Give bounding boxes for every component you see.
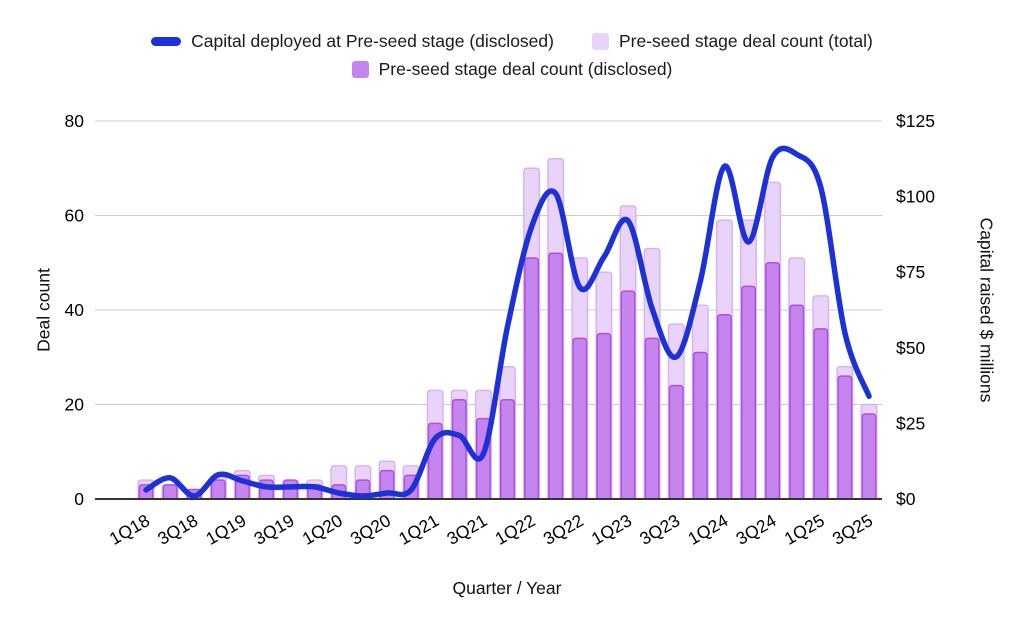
legend-item-deal-count-total: Pre-seed stage deal count (total)	[591, 31, 873, 52]
bar-disclosed-4Q24	[789, 304, 805, 499]
bar-disclosed-3Q24	[765, 262, 781, 499]
x-tick-label-1Q22: 1Q22	[492, 510, 539, 549]
y-tick-label-left: 60	[65, 206, 85, 226]
y-axis-title-right: Capital raised $ millions	[976, 217, 997, 403]
legend-label: Pre-seed stage deal count (disclosed)	[378, 59, 673, 79]
bar-disclosed-2Q23	[644, 337, 660, 499]
y-tick-label-left: 0	[74, 489, 84, 509]
x-tick-label-1Q24: 1Q24	[684, 510, 731, 549]
bar-disclosed-1Q24	[716, 313, 732, 499]
bar-disclosed-4Q21	[500, 399, 515, 499]
x-tick-label-3Q18: 3Q18	[154, 510, 201, 549]
x-tick-label-1Q25: 1Q25	[781, 510, 828, 549]
x-tick-label-3Q20: 3Q20	[347, 510, 394, 549]
y-tick-label-left: 40	[65, 300, 85, 320]
line-swatch-icon	[151, 37, 182, 46]
bar-disclosed-2Q18	[162, 484, 178, 499]
bar-disclosed-4Q22	[596, 332, 612, 499]
bar-disclosed-3Q23	[668, 384, 684, 499]
y-tick-label-right: $75	[896, 262, 925, 282]
deal-count-bars	[137, 158, 878, 499]
x-tick-labels: 1Q18 3Q18 1Q19 3Q19 1Q20 3Q20 1Q21 3Q21 1Q22 3Q22…	[106, 510, 876, 549]
y-tick-label-right: $100	[896, 187, 935, 207]
disclosed-swatch-icon	[351, 61, 369, 78]
x-tick-label-3Q23: 3Q23	[636, 510, 683, 549]
bar-disclosed-3Q25	[861, 413, 877, 499]
total-swatch-icon	[591, 33, 609, 50]
x-axis-title: Quarter / Year	[452, 578, 562, 598]
bar-disclosed-4Q18	[210, 479, 226, 499]
x-tick-label-3Q22: 3Q22	[540, 510, 587, 549]
x-tick-label-3Q25: 3Q25	[829, 510, 876, 549]
bar-disclosed-2Q24	[741, 285, 756, 499]
bar-disclosed-2Q25	[837, 375, 853, 499]
chart-legend: Capital deployed at Pre-seed stage (disc…	[0, 31, 1024, 80]
x-tick-label-3Q24: 3Q24	[733, 510, 780, 549]
bar-disclosed-3Q22	[572, 337, 588, 499]
y-tick-label-right: $25	[896, 413, 925, 433]
legend-label: Capital deployed at Pre-seed stage (disc…	[191, 31, 554, 51]
legend-row-1: Capital deployed at Pre-seed stage (disc…	[151, 31, 873, 52]
bar-disclosed-2Q21	[451, 399, 467, 499]
bar-disclosed-2Q22	[548, 252, 564, 499]
y-tick-label-right: $0	[896, 489, 916, 509]
y-tick-label-left: 20	[65, 395, 85, 415]
gridlines	[95, 120, 882, 405]
bar-disclosed-1Q22	[524, 257, 540, 499]
legend-label: Pre-seed stage deal count (total)	[618, 31, 873, 51]
legend-item-capital-line: Capital deployed at Pre-seed stage (disc…	[151, 31, 554, 52]
legend-item-deal-count-disclosed: Pre-seed stage deal count (disclosed)	[351, 59, 673, 80]
y-tick-labels-left: 0 20 40 60 80	[65, 111, 85, 509]
x-tick-label-3Q19: 3Q19	[251, 510, 298, 549]
legend-row-2: Pre-seed stage deal count (disclosed)	[351, 59, 673, 80]
x-tick-label-1Q20: 1Q20	[299, 510, 346, 549]
x-tick-label-1Q18: 1Q18	[106, 510, 153, 549]
capital-deployed-line	[143, 145, 872, 499]
bar-disclosed-4Q23	[692, 351, 708, 499]
y-tick-label-right: $50	[896, 338, 925, 358]
x-tick-label-1Q21: 1Q21	[395, 510, 442, 549]
bar-disclosed-1Q25	[813, 328, 829, 499]
y-tick-label-right: $125	[896, 111, 935, 131]
y-axis-title-left: Deal count	[33, 268, 54, 352]
x-tick-label-3Q21: 3Q21	[443, 510, 490, 549]
bar-disclosed-1Q23	[620, 290, 636, 499]
x-tick-label-1Q23: 1Q23	[588, 510, 635, 549]
y-tick-label-left: 80	[65, 111, 85, 131]
x-tick-label-1Q19: 1Q19	[202, 510, 249, 549]
y-tick-labels-right: $0 $25 $50 $75 $100 $125	[896, 111, 935, 509]
